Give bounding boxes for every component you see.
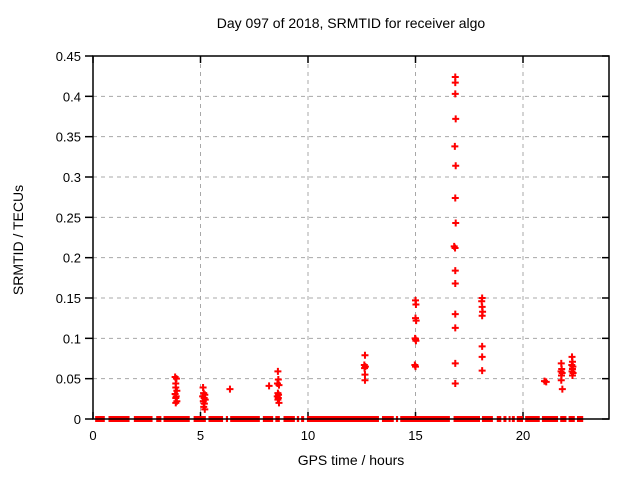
y-tick-label: 0.2: [63, 251, 81, 266]
data-point: [452, 115, 460, 123]
x-axis-label: GPS time / hours: [297, 452, 405, 468]
grid-lines: [93, 56, 609, 419]
data-point: [412, 317, 420, 325]
tick-labels: 0 0.05 0.1 0.15 0.2 0.25 0.3 0.35 0.4 0.45 0 5 10 15 2…: [56, 49, 531, 443]
x-tick-label: 15: [408, 428, 422, 443]
y-tick-label: 0.15: [56, 291, 81, 306]
data-point: [172, 399, 180, 407]
y-tick-label: 0.25: [56, 210, 81, 225]
data-point: [451, 359, 459, 367]
x-tick-label: 10: [301, 428, 315, 443]
y-tick-label: 0: [74, 412, 81, 427]
y-tick-label: 0.35: [56, 130, 81, 145]
axis-ticks: [85, 55, 609, 420]
data-point: [557, 376, 565, 384]
data-point: [451, 267, 459, 275]
y-tick-label: 0.05: [56, 372, 81, 387]
data-point: [412, 337, 420, 345]
data-point: [201, 405, 209, 413]
data-point: [274, 367, 282, 375]
data-point: [451, 324, 459, 332]
data-point: [451, 142, 459, 150]
data-point: [452, 219, 460, 227]
data-point: [568, 371, 576, 379]
data-point: [451, 79, 459, 87]
y-axis-label-text: SRMTID / TECUs: [10, 184, 26, 296]
data-point: [412, 363, 419, 371]
data-point: [478, 312, 486, 320]
data-point: [275, 399, 283, 407]
data-points: [171, 73, 577, 413]
data-point: [451, 244, 459, 252]
data-point: [361, 376, 369, 384]
data-point: [451, 90, 459, 98]
x-tick-label: 0: [89, 428, 96, 443]
data-point: [478, 353, 486, 361]
data-point: [451, 380, 459, 388]
data-point: [451, 194, 459, 202]
data-point: [275, 381, 283, 389]
data-point: [558, 385, 566, 393]
plot-border: [92, 55, 610, 420]
x-tick-label: 5: [197, 428, 204, 443]
y-tick-label: 0.3: [63, 170, 81, 185]
y-tick-label: 0.1: [63, 331, 81, 346]
data-point: [361, 364, 369, 372]
data-point: [542, 378, 550, 386]
data-point: [265, 382, 273, 390]
data-point: [451, 310, 459, 318]
data-point: [452, 162, 460, 170]
x-tick-label: 20: [516, 428, 530, 443]
data-point: [451, 279, 459, 287]
data-point: [361, 351, 369, 359]
data-point: [412, 300, 420, 308]
data-point: [478, 342, 486, 350]
y-tick-label: 0.45: [56, 49, 81, 64]
data-point: [478, 367, 486, 375]
plot-border-rect: [92, 55, 610, 420]
chart-title: Day 097 of 2018, SRMTID for receiver alg…: [216, 15, 486, 31]
y-tick-label: 0.4: [63, 89, 81, 104]
data-point: [226, 385, 234, 393]
